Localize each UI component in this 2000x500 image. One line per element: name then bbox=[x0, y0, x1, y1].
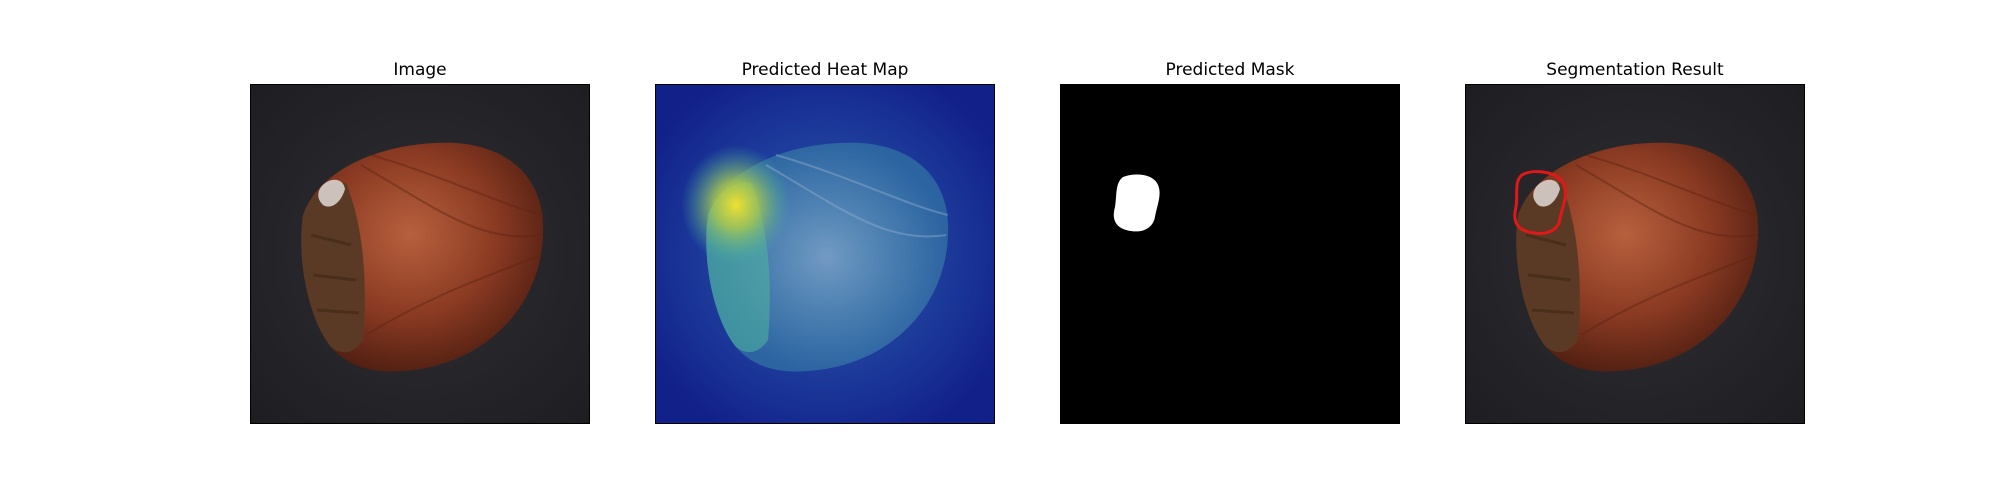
segmentation-result bbox=[1465, 84, 1805, 424]
predicted-mask bbox=[1060, 84, 1400, 424]
segmentation-panel: Segmentation Result bbox=[1465, 58, 1805, 424]
input-image bbox=[250, 84, 590, 424]
defect-outline bbox=[1513, 170, 1567, 235]
panel-title: Segmentation Result bbox=[1546, 60, 1724, 80]
panel-title: Image bbox=[393, 60, 447, 80]
mask-region bbox=[1113, 174, 1160, 232]
heat-map bbox=[655, 84, 995, 424]
image-panel: Image bbox=[250, 58, 590, 424]
heatmap-panel: Predicted Heat Map bbox=[655, 58, 995, 424]
panel-title: Predicted Heat Map bbox=[741, 60, 909, 80]
panel-title: Predicted Mask bbox=[1165, 60, 1295, 80]
mask-panel: Predicted Mask bbox=[1060, 58, 1400, 424]
hazelnut bbox=[301, 142, 544, 372]
